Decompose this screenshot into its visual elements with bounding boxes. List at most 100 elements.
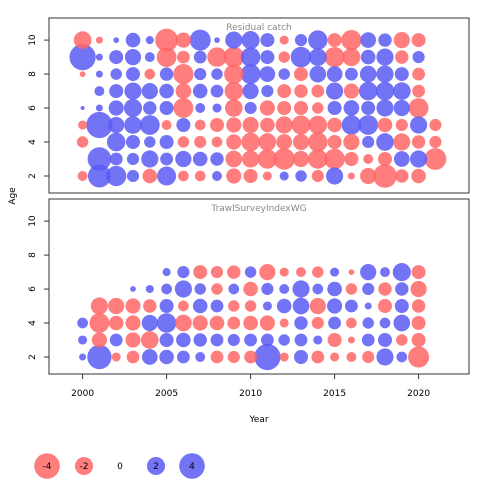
bubble-point: [362, 350, 375, 364]
bubble-point: [193, 333, 207, 347]
bubble-point: [326, 167, 344, 185]
x-tick-label: 2020: [407, 389, 430, 399]
bubble-point: [377, 151, 393, 167]
bubble-point: [311, 350, 325, 364]
bubble-point: [209, 117, 225, 133]
bubble-point: [273, 148, 295, 170]
bubble-point: [227, 316, 241, 330]
bubble-point: [95, 70, 103, 78]
bubble-point: [210, 299, 224, 313]
bubble-point: [341, 29, 362, 51]
bubble-point: [243, 281, 258, 297]
y-tick-label: 10: [28, 34, 38, 46]
y-tick-label: 8: [28, 71, 38, 77]
bubble-point: [212, 103, 222, 113]
bubble-point: [195, 103, 206, 113]
bubble-point: [309, 297, 326, 315]
bubble-point: [394, 67, 409, 82]
bubble-point: [211, 68, 223, 80]
bubble-point: [210, 84, 224, 98]
bubble-point: [141, 314, 158, 332]
bubble-point: [214, 37, 220, 43]
bubble-point: [176, 117, 191, 133]
bubble-point: [177, 136, 190, 148]
bubble-point: [376, 99, 394, 117]
bubble-point: [228, 283, 240, 295]
bubble-point: [377, 332, 393, 348]
bubble-point: [260, 33, 275, 48]
bubble-point: [411, 332, 426, 348]
bubble-point: [360, 49, 376, 65]
bubble-point: [161, 120, 172, 130]
bubble-point: [243, 315, 258, 331]
panel-2: TrawlSurveyIndexWG 2 4 6 8 10 2000 2005 2010 2015…: [28, 198, 470, 399]
x-tick-label: 2000: [71, 389, 94, 399]
bubble-point: [161, 283, 172, 295]
bubble-point: [342, 48, 361, 67]
bubble-point: [395, 282, 409, 296]
bubble-point: [244, 300, 257, 312]
bubble-point: [276, 134, 293, 150]
bubble-size-legend: -4 -2 0 2 4: [34, 453, 205, 479]
bubble-point: [174, 280, 192, 298]
bubble-point: [210, 350, 224, 364]
bubble-point: [194, 135, 207, 149]
chart-panels: Residual catch 2 4 6 8 10 TrawlSurveyIndexWG 2 4…: [28, 17, 470, 399]
bubble-point: [178, 170, 189, 182]
bubble-point: [276, 298, 292, 314]
bubble-point: [224, 64, 244, 84]
bubble-point: [408, 346, 430, 368]
bubble-point: [393, 133, 411, 151]
bubble-point: [194, 68, 207, 81]
bubble-point: [89, 313, 110, 333]
bubble-point: [346, 352, 357, 362]
bubble-point: [156, 47, 177, 68]
bubble-point: [411, 315, 426, 331]
bubble-point: [223, 46, 245, 68]
bubble-point: [328, 316, 341, 330]
bubble-point: [376, 348, 394, 366]
bubble-point: [411, 299, 426, 313]
x-axis-label: Year: [248, 415, 268, 425]
bubble-point: [177, 266, 190, 279]
bubble-point: [410, 280, 427, 298]
bubble-point: [144, 136, 156, 148]
bubble-point: [145, 36, 154, 45]
bubble-point: [327, 281, 342, 297]
bubble-point: [363, 154, 374, 164]
bubble-point: [240, 64, 261, 85]
bubble-point: [241, 132, 260, 152]
bubble-point: [175, 314, 192, 332]
panel-title: TrawlSurveyIndexWG: [210, 204, 306, 214]
bubble-point: [176, 332, 191, 348]
bubble-point: [109, 84, 124, 99]
bubble-point: [87, 147, 112, 171]
bubble-point: [159, 83, 174, 99]
bubble-point: [408, 98, 429, 118]
bubble-point: [291, 115, 311, 135]
bubble-point: [124, 116, 142, 134]
bubble-point: [177, 50, 190, 64]
bubble-point: [429, 135, 442, 149]
bubble-point: [395, 50, 409, 64]
bubble-point: [309, 65, 327, 83]
bubble-point: [244, 350, 257, 364]
y-tick-label: 2: [28, 173, 38, 179]
bubble-point: [259, 264, 276, 281]
bubble-point: [373, 164, 397, 188]
bubble-point: [125, 32, 141, 48]
bubble-point: [311, 316, 324, 330]
bubble-point: [392, 263, 411, 282]
y-tick-label: 4: [28, 320, 38, 326]
bubble-point: [193, 50, 207, 64]
bubble-point: [293, 100, 309, 116]
bubble-point: [296, 267, 306, 278]
bubble-point: [125, 332, 141, 348]
bubble-point: [311, 169, 324, 183]
bubble-point: [411, 135, 426, 149]
bubble-point: [395, 169, 409, 183]
bubble-point: [377, 117, 393, 133]
bubble-point: [376, 65, 394, 83]
bubble-point: [69, 43, 96, 71]
y-tick-label: 10: [28, 215, 38, 227]
